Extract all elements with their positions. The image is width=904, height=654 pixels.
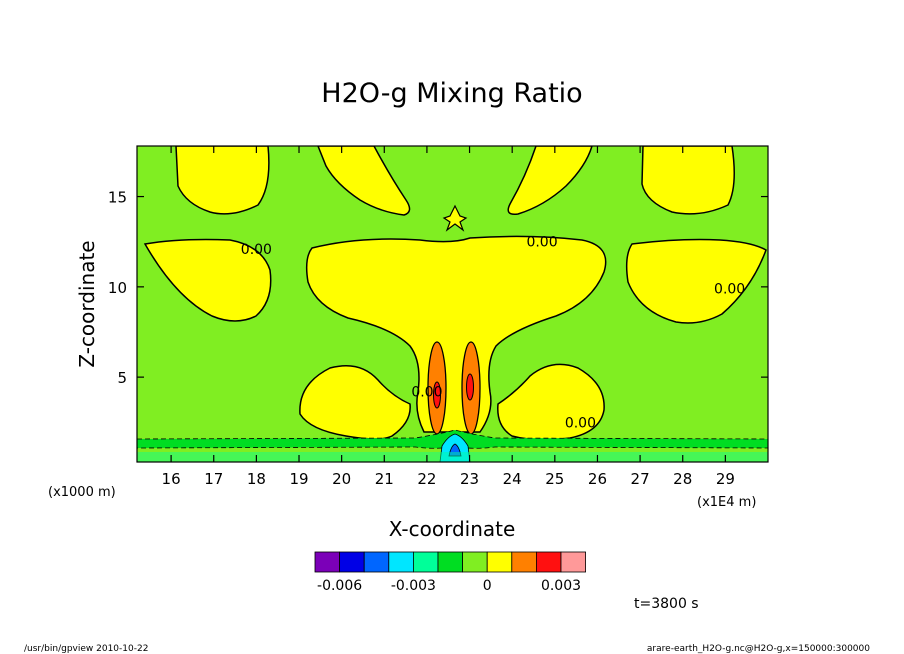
x-tick-label: 22 [417, 470, 436, 488]
x-tick-label: 26 [588, 470, 607, 488]
colorbar-swatch [388, 551, 414, 573]
right-yellow-region [625, 238, 767, 324]
surface-blue-core [448, 443, 462, 457]
contour-label: 0.00 [714, 282, 745, 298]
right-red-core [466, 373, 474, 401]
left-red-core [433, 381, 441, 409]
x-axis-label: X-coordinate [389, 517, 516, 541]
colorbar-tick-label: 0.003 [541, 578, 581, 594]
x-tick-label: 16 [162, 470, 181, 488]
colorbar-swatch [511, 551, 537, 573]
x-unit-label: (x1E4 m) [697, 495, 756, 510]
x-tick-label: 29 [716, 470, 735, 488]
chart-title: H2O-g Mixing Ratio [321, 78, 582, 109]
upper-center-left-yellow-region [317, 146, 411, 216]
upper-center-right-yellow-region [507, 146, 593, 216]
x-tick-label: 25 [545, 470, 564, 488]
colorbar-swatch [560, 551, 587, 573]
x-tick-label: 21 [375, 470, 394, 488]
plot-frame [136, 145, 769, 463]
colorbar-swatch [339, 551, 365, 573]
y-unit-label: (x1000 m) [48, 485, 116, 500]
upper-left-yellow-region [175, 146, 270, 215]
contour-labels: 0.00 0.00 0.00 0.00 0.00 [241, 235, 745, 432]
contour-label: 0.00 [241, 242, 272, 258]
x-axis: 16 17 18 19 20 21 22 23 24 25 26 27 28 29 [162, 146, 735, 488]
colorbar-swatch [363, 551, 390, 573]
colorbar-tick-label: 0 [483, 578, 492, 594]
colorbar-swatch [462, 551, 488, 573]
x-tick-label: 18 [247, 470, 266, 488]
colorbar-swatch [314, 551, 341, 573]
x-tick-label: 23 [460, 470, 479, 488]
x-tick-label: 17 [204, 470, 223, 488]
colorbar-swatch [536, 551, 562, 573]
central-yellow-region [305, 235, 607, 433]
y-tick-label: 10 [108, 279, 127, 297]
upper-right-yellow-region [641, 146, 735, 215]
y-axis: 5 10 15 [108, 189, 768, 387]
surface-mint-layer [137, 452, 768, 462]
small-yellow-star [442, 204, 468, 232]
colorbar-tick-label: -0.003 [391, 578, 436, 594]
x-tick-label: 24 [503, 470, 522, 488]
colorbar: -0.006 -0.003 0 0.003 [314, 551, 587, 594]
x-tick-label: 27 [631, 470, 650, 488]
y-tick-label: 15 [108, 189, 127, 207]
colorbar-swatch [486, 551, 513, 573]
colorbar-tick-label: -0.006 [317, 578, 362, 594]
x-tick-label: 28 [673, 470, 692, 488]
y-axis-label: Z-coordinate [75, 240, 99, 367]
lower-right-yellow-region [497, 363, 605, 441]
colorbar-swatch [437, 551, 464, 573]
y-tick-label: 5 [117, 369, 127, 387]
footer-right: arare-earth_H2O-g.nc@H2O-g,x=150000:3000… [647, 644, 870, 654]
contour-label: 0.00 [526, 235, 557, 251]
footer-left: /usr/bin/gpview 2010-10-22 [24, 644, 148, 654]
contour-label: 0.00 [565, 415, 596, 431]
x-tick-label: 19 [289, 470, 308, 488]
contour-label: 0.00 [411, 385, 442, 401]
plot-area [137, 146, 768, 462]
x-tick-label: 20 [332, 470, 351, 488]
lower-left-yellow-region [299, 365, 411, 440]
time-label: t=3800 s [634, 596, 699, 612]
colorbar-swatch [412, 551, 439, 573]
left-yellow-region [143, 238, 272, 322]
